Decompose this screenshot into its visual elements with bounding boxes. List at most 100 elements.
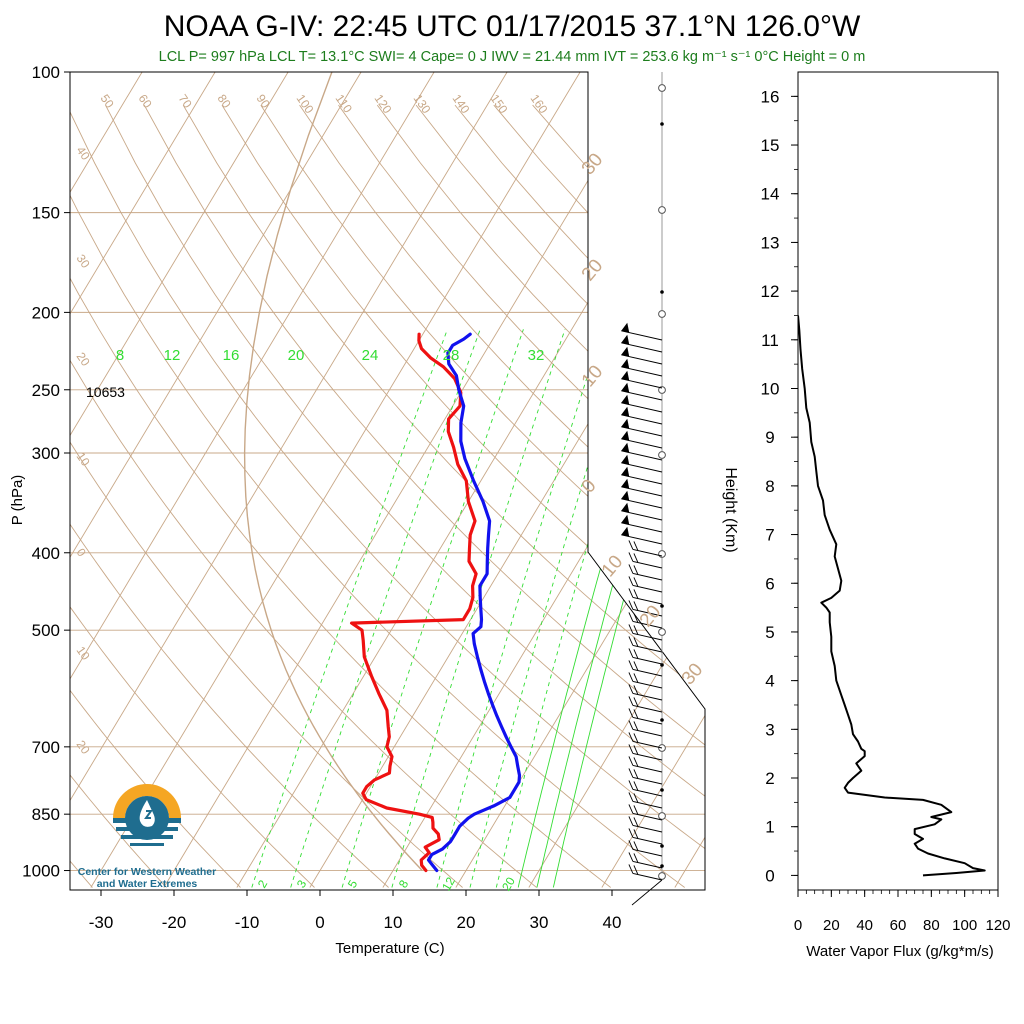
wind-barb: [632, 692, 663, 701]
flux-x-tick-label: 120: [985, 917, 1010, 934]
flux-y-tick-label: 11: [761, 331, 779, 350]
wind-barb-tick: [628, 780, 634, 790]
chart-subtitle: LCL P= 997 hPa LCL T= 13.1°C SWI= 4 Cape…: [158, 49, 866, 65]
dry-adiabat: [260, 104, 705, 599]
skewt-frame: [64, 71, 710, 896]
x-tick-label: 40: [603, 913, 622, 932]
flux-y-tick-label: 5: [765, 623, 774, 642]
wind-barb-tick: [633, 721, 639, 731]
wind-barb-tick: [628, 768, 634, 778]
barb-station-dot: [660, 604, 664, 608]
flux-y-tick-label: 0: [765, 866, 774, 885]
mixing-ratio-line: [436, 329, 603, 888]
dry-adiabat: [70, 606, 315, 888]
flux-x-tick-label: 40: [856, 917, 873, 934]
wind-barb-tick: [628, 864, 634, 874]
wind-barb-tick: [628, 564, 634, 574]
wind-barb: [632, 596, 663, 605]
x-tick-label: -30: [89, 913, 114, 932]
barb-station-dot: [660, 864, 664, 868]
mixing-ratio-label: 8: [396, 877, 412, 890]
wind-barb-tick: [633, 637, 639, 647]
wind-barb-tick: [628, 816, 634, 826]
mixing-ratio-label: 12: [439, 874, 458, 893]
wind-barb-flag: [621, 454, 630, 465]
mixing-ratio-label: 2: [255, 877, 271, 890]
skewt-axes-frame: [69, 71, 706, 891]
wind-barb-tick: [633, 589, 639, 599]
wind-barb-tick: [633, 781, 639, 791]
adiabat-label: 80: [215, 92, 234, 111]
y-tick-label: 850: [32, 805, 60, 824]
wind-barbs: [621, 72, 666, 906]
wind-barb-tick: [633, 709, 639, 719]
dry-adiabat: [70, 523, 389, 888]
wind-barb-tick: [628, 792, 634, 802]
wind-barb-tick: [628, 708, 634, 718]
wind-barb: [631, 879, 663, 906]
adiabat-label: 130: [411, 92, 434, 117]
x-tick-label: 30: [530, 913, 549, 932]
wind-barb-tick: [633, 829, 639, 839]
mixing-ratio-label: 3: [294, 877, 310, 890]
wind-barb-tick: [628, 552, 634, 562]
wind-barb-tick: [633, 685, 639, 695]
isotherm: [163, 72, 654, 888]
dry-adiabat: [70, 774, 167, 888]
y-tick-label: 500: [32, 621, 60, 640]
flux-y-tick-label: 4: [765, 672, 774, 691]
wind-barb-tick: [633, 601, 639, 611]
isotherm-label-left: 10: [74, 644, 93, 663]
logo-text-line1: Center for Western Weather: [77, 866, 217, 878]
barb-station-dot: [660, 844, 664, 848]
wind-barb-tick: [633, 577, 639, 587]
wind-barb-tick: [628, 624, 634, 634]
wind-barb: [632, 680, 663, 689]
flux-y-tick-label: 10: [761, 379, 780, 398]
wind-barb-tick: [628, 852, 634, 862]
cw3e-logo: [113, 784, 181, 846]
isotherm: [528, 592, 705, 888]
wind-barb-tick: [628, 660, 634, 670]
flux-frame: [797, 71, 999, 891]
wind-barb-flag: [621, 478, 630, 489]
wind-barb: [632, 572, 663, 581]
x-axis-label: Temperature (C): [335, 940, 444, 957]
wind-barb-tick: [633, 769, 639, 779]
mixing-ratio-label: 20: [499, 874, 518, 893]
flux-y-axis-label: Height (Km): [722, 467, 739, 552]
wind-barb-tick: [628, 588, 634, 598]
mixing-ratio-line: [341, 329, 524, 888]
mixing-ratio-label: 12: [164, 347, 181, 364]
mixing-ratio-label: 20: [288, 347, 305, 364]
wind-barb: [632, 848, 663, 857]
mixing-ratio-label: 5: [345, 877, 361, 890]
wind-barb-flag: [621, 346, 630, 357]
adiabat-label: 110: [333, 92, 356, 116]
wind-barb-flag: [621, 466, 630, 477]
y-tick-label: 250: [32, 381, 60, 400]
barb-station-circle: [658, 550, 666, 558]
wind-barb: [632, 752, 663, 761]
dry-adiabat: [493, 104, 705, 329]
dry-adiabat: [299, 104, 705, 552]
wind-barb: [632, 800, 663, 809]
flux-y-tick-label: 8: [765, 477, 774, 496]
wind-barb-flag: [621, 382, 630, 393]
flux-y-tick-label: 7: [765, 526, 774, 545]
wind-barb-tick: [628, 804, 634, 814]
wind-barb: [632, 704, 663, 713]
barb-station-circle: [658, 310, 666, 318]
flux-x-axis-label: Water Vapor Flux (g/kg*m/s): [806, 943, 994, 960]
wind-barb-tick: [633, 613, 639, 623]
logo-text-line2: and Water Extremes: [96, 878, 198, 890]
wind-barb-tick: [633, 553, 639, 563]
wind-barb-tick: [633, 733, 639, 743]
flux-y-tick-label: 16: [761, 87, 780, 106]
wind-barb-flag: [621, 514, 630, 525]
isotherm-label-left: 30: [74, 252, 93, 271]
skewt-grid: [70, 72, 705, 888]
wind-barb-tick: [628, 612, 634, 622]
dry-adiabat: [221, 104, 705, 647]
flux-y-tick-label: 9: [765, 428, 774, 447]
